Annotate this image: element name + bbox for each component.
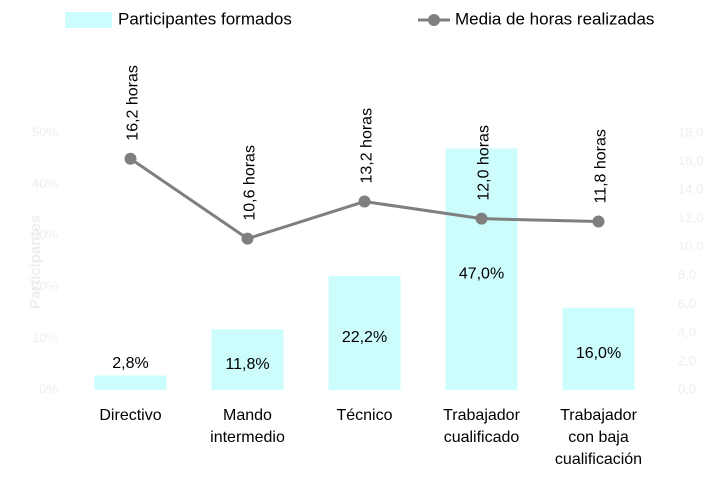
legend-label: Media de horas realizadas <box>455 9 654 28</box>
y2-tick-label: 8,0 <box>678 267 696 282</box>
bar-value-label: 47,0% <box>459 265 504 282</box>
x-tick-line: Técnico <box>336 407 392 424</box>
bar-value-label: 16,0% <box>576 345 621 362</box>
y2-tick-label: 12,0 <box>678 210 703 225</box>
x-tick-line: Trabajador <box>443 407 520 424</box>
bar <box>94 375 167 390</box>
legend-swatch <box>65 12 112 28</box>
y-tick-label: 20% <box>32 279 58 294</box>
line-value-label: 13,2 horas <box>359 108 376 184</box>
legend-label: Participantes formados <box>118 9 292 28</box>
x-tick-label: Trabajador con baja cualificación <box>555 407 642 468</box>
y-tick-label: 30% <box>32 227 58 242</box>
y2-tick-label: 16,0 <box>678 153 703 168</box>
bar-value-label: 11,8% <box>225 356 269 373</box>
x-tick-label: Trabajador cualificado <box>443 407 520 446</box>
x-tick-line: intermedio <box>210 429 285 446</box>
line-value-label: 10,6 horas <box>242 145 259 221</box>
line-value-label: 12,0 horas <box>476 125 493 201</box>
y-tick-label: 50% <box>32 124 58 139</box>
x-tick-line: cualificación <box>555 451 642 468</box>
bar <box>211 329 284 390</box>
line-marker <box>124 152 137 165</box>
y2-tick-label: 10,0 <box>678 239 703 254</box>
x-tick-label: Directivo <box>99 407 161 424</box>
x-tick-line: cualificado <box>444 429 520 446</box>
bar <box>562 307 635 390</box>
y2-tick-label: 0,0 <box>678 381 696 396</box>
bar <box>328 275 401 390</box>
x-tick-line: Directivo <box>99 407 161 424</box>
y2-tick-label: 2,0 <box>678 353 696 368</box>
x-tick-label: Mando intermedio <box>210 407 285 446</box>
y-tick-label: 40% <box>32 176 58 191</box>
legend-swatch <box>428 14 440 26</box>
x-tick-label: Técnico <box>336 407 392 424</box>
bar-value-label: 22,2% <box>342 329 387 346</box>
bar <box>445 148 518 390</box>
y2-tick-label: 4,0 <box>678 324 696 339</box>
line-value-label: 11,8 horas <box>593 129 610 203</box>
y-axis-title: Participantes <box>27 215 44 309</box>
y2-tick-label: 6,0 <box>678 296 696 311</box>
line-marker <box>241 232 254 245</box>
y2-tick-label: 18,0 <box>678 124 703 139</box>
line-marker <box>592 215 605 228</box>
line-value-label: 16,2 horas <box>125 65 142 141</box>
x-tick-line: con baja <box>568 429 629 446</box>
y-tick-label: 0% <box>39 381 58 396</box>
y2-tick-label: 14,0 <box>678 182 703 197</box>
x-tick-line: Mando <box>223 407 272 424</box>
line-marker <box>358 195 371 208</box>
bar-value-label: 2,8% <box>112 355 148 372</box>
x-tick-line: Trabajador <box>560 407 637 424</box>
line-marker <box>475 212 488 225</box>
y-tick-label: 10% <box>32 330 58 345</box>
